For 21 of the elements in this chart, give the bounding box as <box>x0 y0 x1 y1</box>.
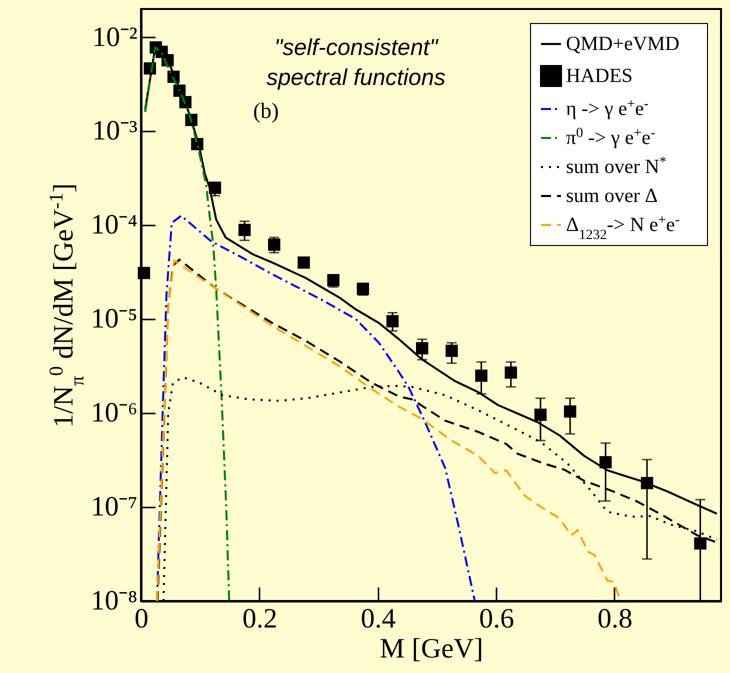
x-tick-label: 0.8 <box>597 604 632 634</box>
legend-label: π$^{0}$ -> γ e$^{+}$e$^{-}$ <box>566 126 656 149</box>
y-tick-label: 10⁻⁶ <box>90 398 138 429</box>
x-tick-label: 0 <box>134 604 148 634</box>
legend-label: η -> γ e$^{+}$e$^{-}$ <box>566 96 649 120</box>
y-tick-label: 10⁻² <box>92 22 138 53</box>
x-tick-label: 0.6 <box>479 604 514 634</box>
x-tick-label: 0.4 <box>360 604 396 634</box>
annotation: (b) <box>253 98 279 123</box>
y-tick-label: 10⁻³ <box>92 116 138 147</box>
legend-label: sum over Δ <box>566 185 658 207</box>
legend-label: HADES <box>566 65 633 87</box>
legend-label: Δ$_{1232}$-> N e$^{+}$e$^{-}$ <box>566 212 680 242</box>
annotation: "self-consistent" spectral functions <box>266 34 446 90</box>
y-tick-label: 10⁻⁷ <box>90 492 138 523</box>
x-tick-label: 0.2 <box>242 604 278 634</box>
legend-label: QMD+eVMD <box>566 33 680 55</box>
y-tick-label: 10⁻⁴ <box>90 210 138 241</box>
x-axis-title: M [GeV] <box>380 634 484 664</box>
legend-label: sum over N$^{*}$ <box>566 154 666 178</box>
y-tick-label: 10⁻⁵ <box>90 304 138 335</box>
